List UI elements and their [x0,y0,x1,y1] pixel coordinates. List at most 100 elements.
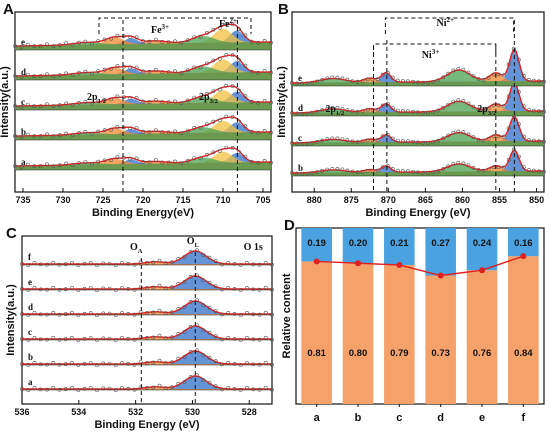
fit-component [22,276,272,290]
x-axis-label: Binding Energy (eV) [365,207,470,219]
trend-point [355,260,361,267]
data-point [20,262,24,266]
data-point [38,104,43,109]
data-point [121,155,126,160]
data-point [451,130,456,135]
data-point [262,39,267,43]
ni2-label: Ni2+ [437,16,455,29]
data-point [76,388,81,393]
data-point [185,98,190,103]
fit-envelope [22,325,272,340]
data-point [134,65,139,70]
data-point [153,128,158,133]
data-point [501,104,506,108]
data-point [26,388,31,392]
x-tick-label: 725 [95,195,110,205]
data-point [249,69,254,74]
x-tick-label: b [355,412,362,424]
data-point [269,40,273,45]
data-point [64,131,69,136]
data-point [26,363,31,367]
data-point [82,361,87,366]
data-point [213,384,218,389]
data-point [63,287,68,292]
x-tick-label: 880 [307,195,322,205]
data-point [182,330,187,334]
data-point [57,337,62,342]
data-point [153,158,158,163]
data-point [542,169,546,174]
x-tick-label: 735 [15,195,30,205]
data-point [238,338,243,342]
spectrum-e: e [290,46,546,87]
data-point [157,283,162,288]
data-point [120,286,124,290]
data-point [95,388,99,393]
data-point [395,138,400,143]
data-point [390,106,395,111]
data-point [390,136,395,141]
data-point [527,78,531,82]
data-point [77,131,81,135]
data-point [411,109,415,114]
data-point [160,160,165,165]
data-point [466,132,471,137]
data-point [195,373,199,378]
p32-label-b-base: 2p [477,104,488,115]
data-point [224,114,229,119]
bar-bottom-b [342,263,374,404]
data-point [207,280,212,285]
data-point [238,288,243,292]
x-tick-label: 715 [175,195,190,205]
data-point [76,288,81,293]
y-axis-label: Intensity(a.u.) [5,284,17,356]
x-tick-label: 534 [71,407,86,417]
data-point [145,310,149,315]
data-point [345,108,350,112]
series-label: b [298,163,303,173]
oa-label: OA [130,242,143,255]
trend-point [479,267,485,274]
data-point [195,298,199,303]
data-point [501,73,506,78]
spectrum-b: b [290,147,546,177]
p12-label-a: 2p1/2 [87,92,106,105]
data-point [211,58,216,63]
data-point [217,87,222,92]
data-point [257,362,262,367]
data-point [126,336,131,341]
data-point [270,312,274,317]
data-point [446,164,451,169]
data-point [527,138,531,142]
data-point [370,138,375,143]
data-point [13,74,17,78]
spectrum-b: b [13,114,273,141]
data-point [476,167,481,172]
data-point [237,58,241,62]
data-point [516,154,521,159]
data-point [192,126,197,130]
data-point [426,170,431,175]
data-point [32,104,37,109]
data-point [160,40,165,44]
data-point [320,168,325,173]
data-point [132,362,137,367]
p32-label-b: 2p3/2 [477,104,496,117]
x-tick-label: 870 [381,195,396,205]
data-point [262,99,267,103]
data-point [400,169,405,173]
data-point [257,262,262,267]
data-point [340,167,345,172]
data-point [232,361,237,366]
data-point [431,80,436,84]
data-point [192,95,197,100]
data-point [400,109,405,113]
data-point [70,163,75,167]
trend-point [396,261,403,268]
data-point [270,262,274,267]
data-point [157,383,162,388]
data-point [330,136,335,141]
x-tick-label: f [521,412,525,424]
data-point [506,94,511,99]
data-point [188,349,193,354]
